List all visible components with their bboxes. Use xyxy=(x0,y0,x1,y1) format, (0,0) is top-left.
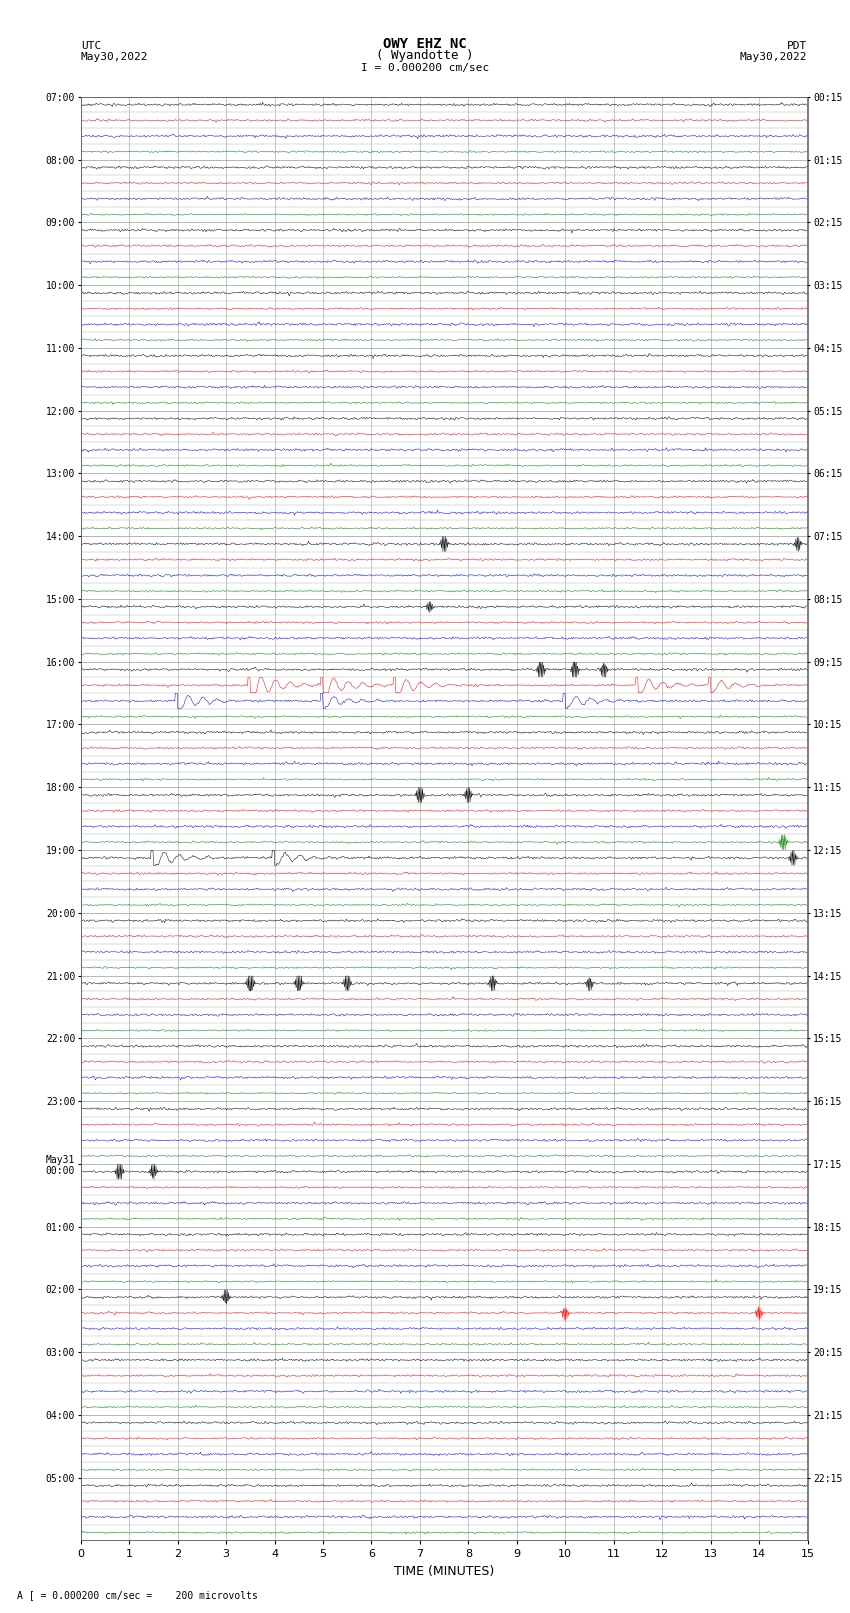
Text: May30,2022: May30,2022 xyxy=(81,52,148,63)
X-axis label: TIME (MINUTES): TIME (MINUTES) xyxy=(394,1565,494,1578)
Text: May30,2022: May30,2022 xyxy=(740,52,808,63)
Text: ( Wyandotte ): ( Wyandotte ) xyxy=(377,48,473,63)
Text: PDT: PDT xyxy=(787,40,808,50)
Text: A [ = 0.000200 cm/sec =    200 microvolts: A [ = 0.000200 cm/sec = 200 microvolts xyxy=(17,1590,258,1600)
Text: UTC: UTC xyxy=(81,40,101,50)
Text: OWY EHZ NC: OWY EHZ NC xyxy=(383,37,467,50)
Text: I = 0.000200 cm/sec: I = 0.000200 cm/sec xyxy=(361,63,489,73)
